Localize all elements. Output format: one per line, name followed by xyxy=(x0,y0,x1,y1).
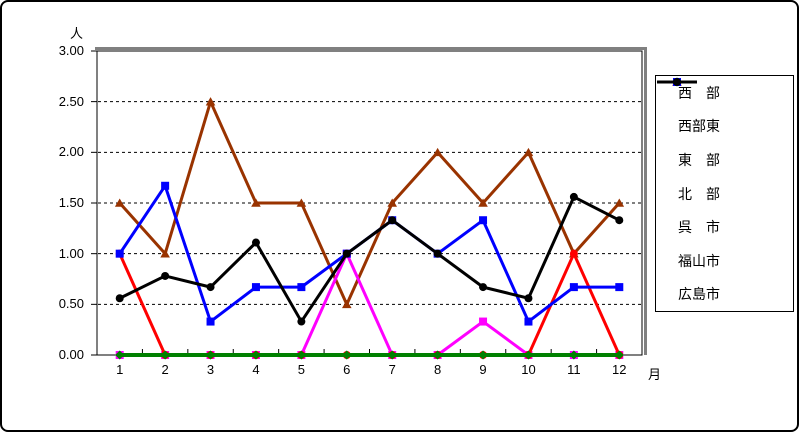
series-marker-4 xyxy=(614,350,624,360)
series-marker-5 xyxy=(161,181,170,190)
x-tick-label: 10 xyxy=(521,362,536,377)
series-marker-1 xyxy=(114,198,125,207)
legend-item-2: 東 部 xyxy=(656,78,793,177)
series-marker-1 xyxy=(387,198,398,207)
series-marker-4 xyxy=(433,350,443,360)
series-marker-5 xyxy=(524,317,533,326)
y-tick-label: 0.50 xyxy=(58,296,84,312)
y-tick-label: 3.00 xyxy=(58,43,84,58)
series-marker-6 xyxy=(479,283,488,292)
x-tick-label: 3 xyxy=(206,362,215,377)
series-marker-3 xyxy=(569,249,578,258)
legend-item-4: 呉 市 xyxy=(656,77,793,244)
series-marker-6 xyxy=(115,294,124,303)
legend-item-1: 西部東 xyxy=(656,77,793,144)
series-marker-4 xyxy=(342,350,352,360)
legend-label: 呉 市 xyxy=(678,219,720,236)
series-marker-4 xyxy=(478,350,488,360)
x-tick-label: 9 xyxy=(479,362,487,377)
y-tick-label: 1.00 xyxy=(58,245,84,261)
x-tick-label: 4 xyxy=(252,362,260,377)
series-marker-1 xyxy=(341,299,352,309)
x-tick-label: 12 xyxy=(612,362,627,377)
series-marker-6 xyxy=(388,216,397,225)
y-tick-label: 2.00 xyxy=(58,144,84,160)
series-marker-1 xyxy=(251,198,261,207)
series-marker-4 xyxy=(569,350,579,360)
series-marker-1 xyxy=(523,147,534,157)
series-marker-1 xyxy=(432,147,443,157)
series-marker-1 xyxy=(160,249,170,258)
series-marker-5 xyxy=(297,283,306,292)
x-tick-label: 5 xyxy=(297,362,305,377)
x-tick-label: 2 xyxy=(161,362,169,377)
series-marker-5 xyxy=(615,283,624,292)
series-marker-5 xyxy=(569,283,578,292)
series-marker-4 xyxy=(296,350,306,360)
series-marker-6 xyxy=(297,317,306,326)
legend-label: 西部東 xyxy=(678,118,720,135)
series-line-1 xyxy=(118,100,621,306)
series-marker-1 xyxy=(478,198,488,207)
legend-item-3: 北 部 xyxy=(656,78,793,211)
series-marker-6 xyxy=(433,249,442,258)
series-marker-1 xyxy=(614,198,625,207)
series-marker-5 xyxy=(479,216,488,225)
series-marker-1 xyxy=(205,97,216,106)
legend-marker-icon xyxy=(657,78,697,86)
series-marker-1 xyxy=(296,198,307,207)
series-marker-5 xyxy=(206,317,215,326)
legend-item-5: 福山市 xyxy=(656,78,793,278)
x-tick-label: 8 xyxy=(434,362,442,377)
series-marker-6 xyxy=(615,216,624,225)
y-tick-label: 2.50 xyxy=(58,93,84,109)
series-marker-6 xyxy=(569,192,578,201)
series-marker-5 xyxy=(251,283,260,292)
series-marker-6 xyxy=(161,271,170,280)
y-axis-title: 人 xyxy=(70,26,84,41)
legend-label: 西 部 xyxy=(678,84,720,101)
legend-label: 福山市 xyxy=(678,252,720,269)
series-marker-4 xyxy=(387,350,397,360)
series-marker-6 xyxy=(342,249,351,258)
x-axis-title: 月 xyxy=(648,367,662,382)
x-tick-label: 7 xyxy=(388,362,396,377)
y-tick-label: 1.50 xyxy=(58,195,84,210)
series-marker-4 xyxy=(115,350,125,360)
x-tick-label: 1 xyxy=(116,362,124,377)
y-tick-label: 0.00 xyxy=(58,347,84,362)
legend-item-6: 広島市 xyxy=(656,78,793,311)
x-tick-label: 11 xyxy=(567,362,581,377)
legend-label: 東 部 xyxy=(678,151,720,168)
series-marker-4 xyxy=(523,350,533,360)
series-line-6 xyxy=(119,195,620,324)
series-marker-2 xyxy=(479,317,488,326)
series-marker-6 xyxy=(206,283,215,292)
series-marker-6 xyxy=(524,294,533,303)
series-marker-5 xyxy=(115,249,124,258)
legend-label: 広島市 xyxy=(678,286,720,303)
circle-marker-icon xyxy=(673,78,681,86)
series-marker-4 xyxy=(251,350,261,360)
series-marker-6 xyxy=(251,238,260,247)
series-marker-4 xyxy=(206,350,216,360)
x-tick-label: 6 xyxy=(343,362,351,377)
legend: 西 部西部東東 部北 部呉 市福山市広島市 xyxy=(655,75,794,312)
legend-label: 北 部 xyxy=(678,185,720,202)
series-marker-4 xyxy=(160,350,170,360)
